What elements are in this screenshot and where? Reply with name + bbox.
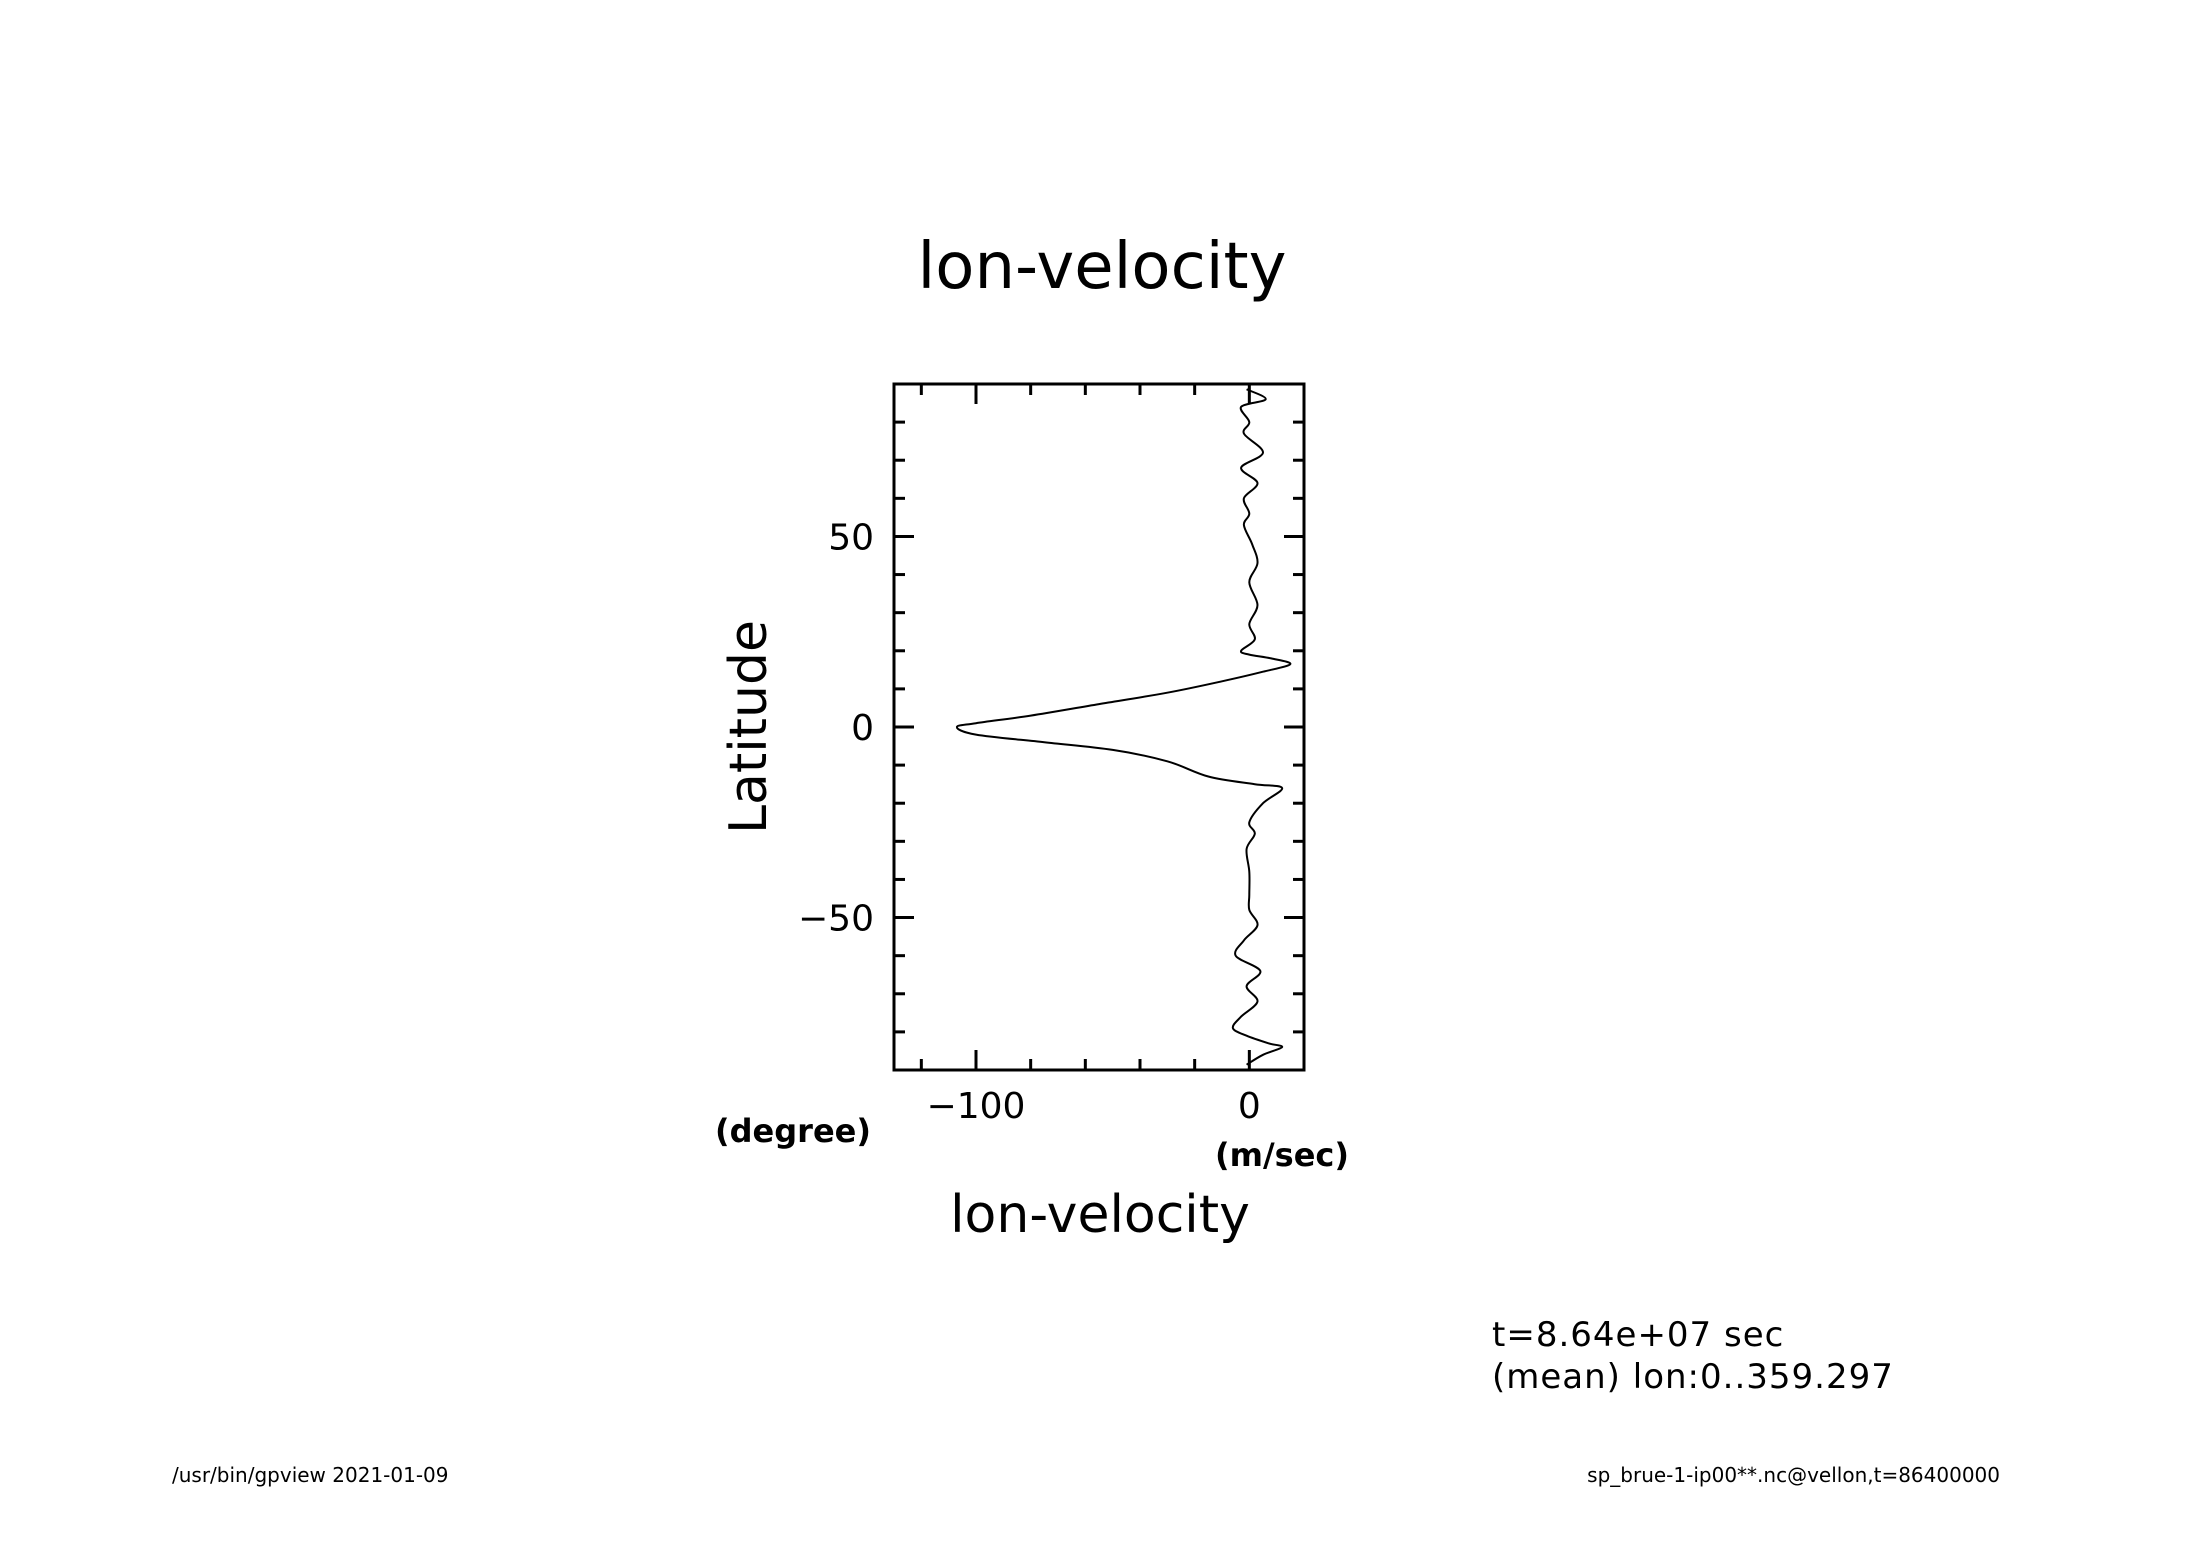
series-line	[955, 388, 1292, 1066]
footer-right: sp_brue-1-ip00**.nc@vellon,t=86400000	[1587, 1463, 2000, 1487]
tick-marks	[894, 382, 1306, 1072]
plot-area: −100 0 50 0 −50	[798, 382, 1306, 1127]
tick-labels: −100 0 50 0 −50	[798, 517, 1261, 1127]
plot-frame	[892, 382, 1306, 1072]
info-mean: (mean) lon:0..359.297	[1492, 1357, 1894, 1397]
x-tick-label: −100	[927, 1086, 1026, 1127]
y-axis-unit: (degree)	[715, 1112, 871, 1150]
info-time: t=8.64e+07 sec	[1492, 1315, 1784, 1355]
x-axis-unit: (m/sec)	[1215, 1136, 1349, 1174]
y-tick-label: −50	[798, 899, 874, 940]
x-axis-title: lon-velocity	[950, 1185, 1250, 1245]
y-axis-title: Latitude	[719, 620, 779, 834]
chart-title: lon-velocity	[918, 230, 1287, 304]
y-tick-label: 50	[828, 517, 874, 558]
x-tick-label: 0	[1238, 1086, 1261, 1127]
footer-left: /usr/bin/gpview 2021-01-09	[172, 1463, 449, 1487]
y-tick-label: 0	[851, 708, 874, 749]
